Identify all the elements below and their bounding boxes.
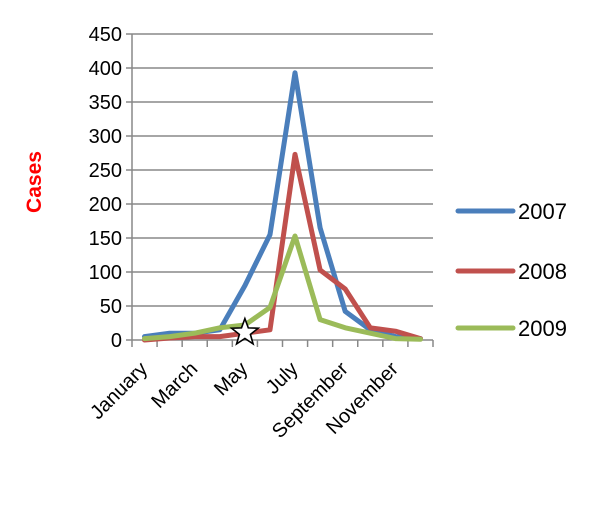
x-axis	[131, 34, 434, 347]
y-tick-label: 450	[89, 24, 122, 46]
x-tick-label: March	[147, 358, 202, 413]
series-line-2007	[142, 70, 423, 342]
y-axis-label: Cases	[23, 151, 46, 213]
y-tick-label: 0	[111, 330, 122, 352]
series-lines	[142, 70, 423, 343]
y-tick-label: 100	[89, 262, 122, 284]
annotations	[229, 316, 261, 346]
y-tick-label: 200	[89, 194, 122, 216]
legend-label-2007: 2007	[518, 199, 567, 224]
y-tick-label: 350	[89, 92, 122, 114]
star-icon	[229, 316, 261, 346]
series-line-2008	[142, 151, 423, 343]
y-tick-label: 400	[89, 58, 122, 80]
y-tick-label: 50	[100, 296, 122, 318]
y-tick-label: 150	[89, 228, 122, 250]
legend-label-2009: 2009	[518, 316, 567, 341]
legend: 2007 2008 2009	[455, 199, 567, 341]
x-tick-label: May	[210, 358, 252, 400]
x-tick-label: January	[86, 358, 152, 424]
y-tick-label: 250	[89, 160, 122, 182]
series-line-2009	[142, 233, 423, 342]
legend-label-2008: 2008	[518, 259, 567, 284]
y-axis-ticks: 0 50 100 150 200 250 300 350 400 450	[89, 24, 122, 352]
y-tick-label: 300	[89, 126, 122, 148]
x-tick-label: July	[262, 358, 303, 399]
